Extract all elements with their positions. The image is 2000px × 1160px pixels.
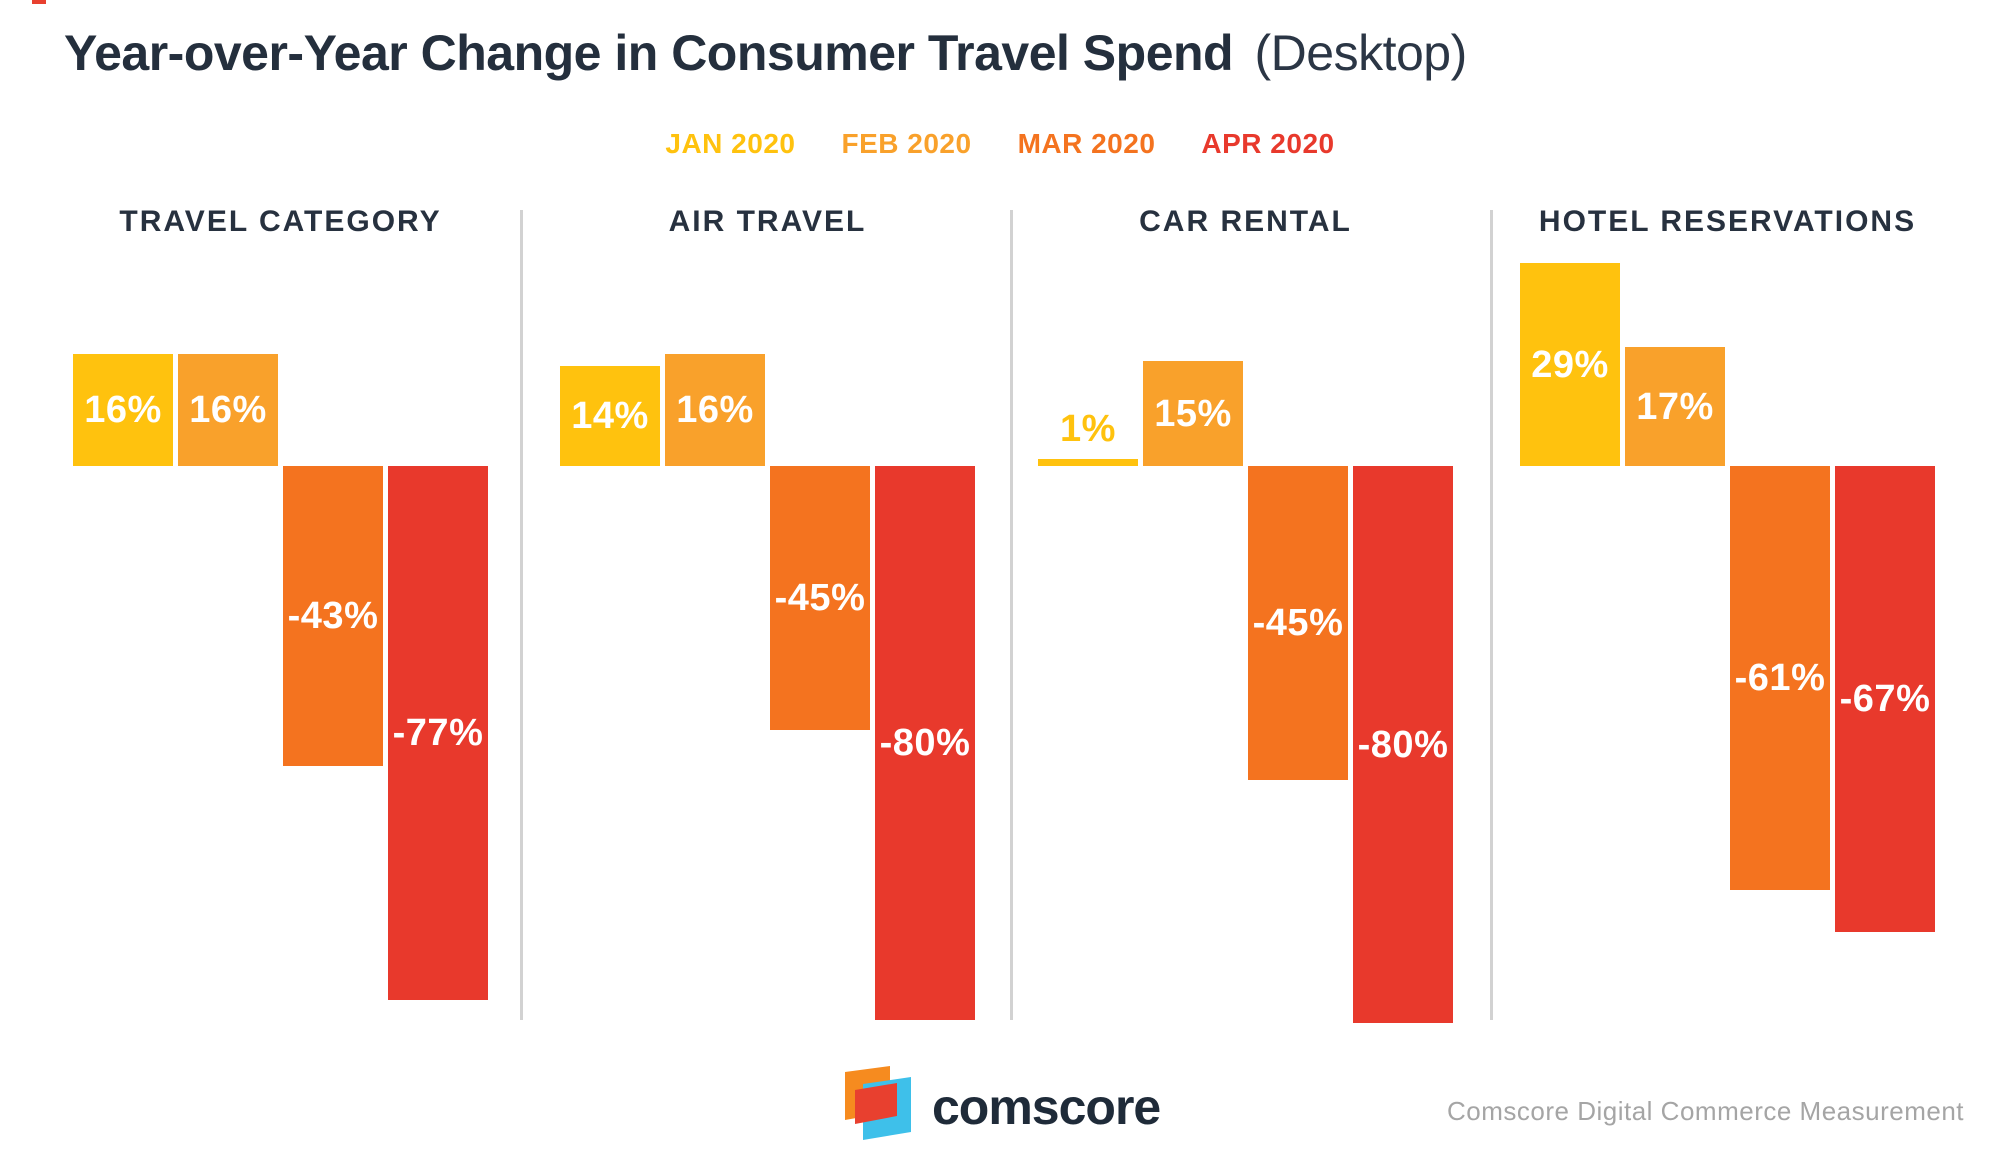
bar-hotel-reservations-jan-2020	[1520, 263, 1620, 466]
group-title-car-rental: CAR RENTAL	[1139, 205, 1352, 238]
page-title: Year-over-Year Change in Consumer Travel…	[64, 24, 1964, 82]
comscore-logo-wordmark: comscore	[932, 1079, 1161, 1135]
bar-car-rental-jan-2020	[1038, 459, 1138, 466]
legend-item-feb-2020: FEB 2020	[841, 128, 972, 159]
page-title-main: Year-over-Year Change in Consumer Travel…	[64, 25, 1234, 81]
comscore-logo-icon	[845, 1066, 911, 1140]
source-attribution: Comscore Digital Commerce Measurement	[1447, 1096, 1964, 1126]
group-divider-3	[1490, 210, 1493, 1020]
bar-car-rental-apr-2020	[1353, 466, 1453, 1023]
top-left-red-accent	[32, 0, 46, 4]
group-divider-1	[520, 210, 523, 1020]
bar-value-label-hotel-reservations-apr-2020: -67%	[1839, 678, 1931, 720]
legend-item-jan-2020: JAN 2020	[665, 128, 796, 159]
bar-car-rental-mar-2020	[1248, 466, 1348, 780]
bar-hotel-reservations-mar-2020	[1730, 466, 1830, 890]
bar-value-label-travel-category-apr-2020: -77%	[392, 712, 484, 754]
bar-value-label-air-travel-feb-2020: 16%	[676, 389, 754, 431]
bar-value-label-travel-category-mar-2020: -43%	[287, 595, 379, 637]
bar-value-label-travel-category-feb-2020: 16%	[189, 389, 267, 431]
bar-value-label-car-rental-feb-2020: 15%	[1154, 392, 1232, 435]
bar-value-label-travel-category-jan-2020: 16%	[84, 389, 162, 431]
legend-item-mar-2020: MAR 2020	[1017, 128, 1156, 159]
page-title-suffix: (Desktop)	[1254, 25, 1468, 81]
bar-air-travel-jan-2020	[560, 366, 660, 466]
bar-value-label-air-travel-jan-2020: 14%	[571, 395, 649, 437]
bar-value-label-hotel-reservations-jan-2020: 29%	[1531, 343, 1609, 386]
group-title-hotel-reservations: HOTEL RESERVATIONS	[1538, 205, 1917, 238]
legend: JAN 2020 FEB 2020 MAR 2020 APR 2020	[0, 128, 2000, 160]
bar-hotel-reservations-feb-2020	[1625, 347, 1725, 466]
bar-value-label-hotel-reservations-mar-2020: -61%	[1734, 657, 1826, 699]
bar-air-travel-mar-2020	[770, 466, 870, 730]
bar-value-label-hotel-reservations-feb-2020: 17%	[1636, 385, 1714, 428]
bar-value-label-car-rental-apr-2020: -80%	[1357, 723, 1449, 766]
bar-value-label-air-travel-apr-2020: -80%	[879, 722, 971, 764]
group-divider-2	[1010, 210, 1013, 1020]
bar-travel-category-mar-2020	[283, 466, 383, 766]
bar-hotel-reservations-apr-2020	[1835, 466, 1935, 932]
bar-value-label-car-rental-mar-2020: -45%	[1252, 602, 1344, 644]
group-title-air-travel: AIR TRAVEL	[668, 205, 867, 238]
bar-travel-category-feb-2020	[178, 354, 278, 466]
bar-air-travel-apr-2020	[875, 466, 975, 1020]
bar-travel-category-jan-2020	[73, 354, 173, 466]
bar-car-rental-feb-2020	[1143, 361, 1243, 466]
bar-air-travel-feb-2020	[665, 354, 765, 466]
bar-value-label-car-rental-jan-2020: 1%	[1060, 408, 1116, 450]
bar-value-label-air-travel-mar-2020: -45%	[774, 577, 866, 619]
bar-travel-category-apr-2020	[388, 466, 488, 1000]
legend-item-apr-2020: APR 2020	[1201, 128, 1335, 159]
group-title-travel-category: TRAVEL CATEGORY	[119, 205, 442, 238]
